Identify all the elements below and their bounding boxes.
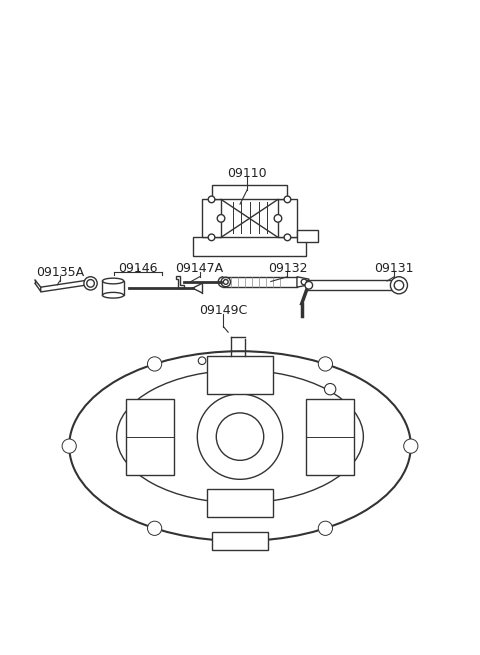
Circle shape: [318, 521, 333, 535]
Polygon shape: [212, 185, 288, 199]
Circle shape: [87, 280, 95, 287]
Ellipse shape: [102, 292, 124, 298]
Circle shape: [208, 234, 215, 240]
Circle shape: [221, 277, 230, 287]
Text: 09149C: 09149C: [199, 305, 248, 318]
Polygon shape: [278, 199, 297, 237]
Text: 09146: 09146: [118, 262, 158, 274]
Ellipse shape: [117, 370, 363, 503]
Circle shape: [284, 234, 291, 240]
Circle shape: [84, 276, 97, 290]
Polygon shape: [306, 280, 396, 291]
Text: 09147A: 09147A: [176, 262, 224, 274]
Circle shape: [216, 413, 264, 460]
Polygon shape: [297, 276, 309, 287]
Polygon shape: [41, 280, 88, 292]
Circle shape: [217, 215, 225, 222]
Polygon shape: [297, 231, 318, 242]
Circle shape: [305, 282, 312, 289]
Circle shape: [147, 357, 162, 371]
Circle shape: [301, 279, 307, 285]
Bar: [207, 356, 273, 394]
Polygon shape: [192, 237, 306, 256]
Circle shape: [198, 357, 206, 364]
Text: 09110: 09110: [228, 167, 267, 180]
Circle shape: [318, 357, 333, 371]
Circle shape: [197, 394, 283, 479]
Polygon shape: [202, 199, 221, 237]
Bar: [207, 489, 273, 517]
Text: 09132: 09132: [268, 262, 307, 274]
Bar: [306, 399, 354, 475]
Polygon shape: [102, 281, 124, 295]
Circle shape: [208, 196, 215, 202]
Circle shape: [62, 439, 76, 453]
Ellipse shape: [69, 351, 411, 541]
Text: 09135A: 09135A: [36, 267, 84, 280]
Circle shape: [324, 383, 336, 395]
Circle shape: [390, 276, 408, 294]
Circle shape: [147, 521, 162, 535]
Circle shape: [404, 439, 418, 453]
Bar: [126, 399, 174, 475]
Ellipse shape: [102, 278, 124, 284]
Polygon shape: [176, 276, 184, 288]
Circle shape: [284, 196, 291, 202]
Bar: [212, 531, 268, 550]
Circle shape: [394, 280, 404, 290]
Text: 09131: 09131: [374, 262, 414, 274]
Circle shape: [274, 215, 282, 222]
Circle shape: [223, 280, 228, 284]
